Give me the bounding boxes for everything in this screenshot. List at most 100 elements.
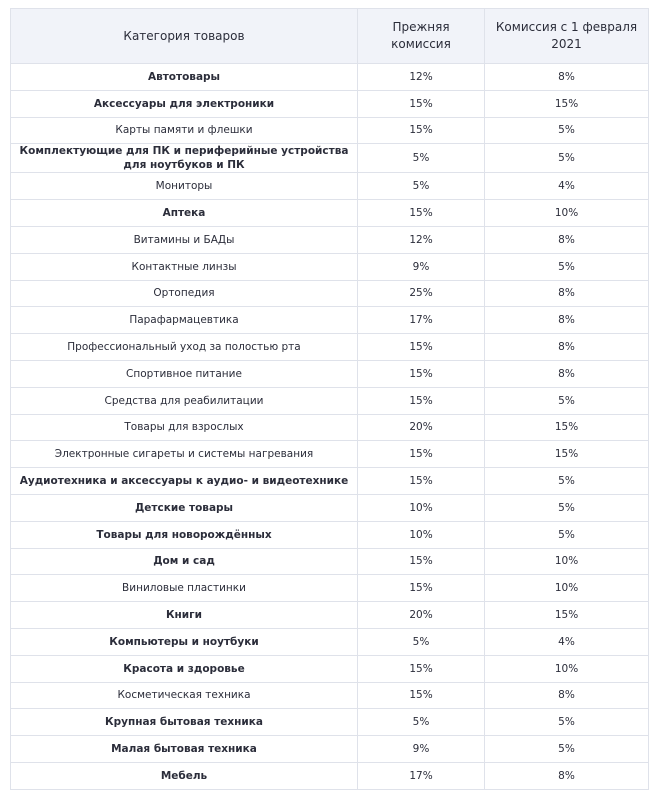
old-commission-cell: 15%	[357, 359, 485, 388]
category-cell: Электронные сигареты и системы нагревани…	[10, 440, 358, 469]
table-row: Автотовары 12% 8%	[10, 63, 649, 91]
old-commission-cell: 5%	[357, 708, 485, 737]
new-commission-cell: 4%	[484, 172, 649, 201]
old-commission-cell: 15%	[357, 654, 485, 683]
old-commission-cell: 15%	[357, 386, 485, 415]
table-body: Автотовары 12% 8% Аксессуары для электроник…	[10, 63, 649, 790]
new-commission-cell: 8%	[484, 279, 649, 308]
new-commission-cell: 10%	[484, 199, 649, 227]
table-row: Средства для реабилитации 15% 5%	[10, 386, 649, 415]
category-cell: Книги	[10, 601, 358, 629]
old-commission-cell: 5%	[357, 143, 485, 174]
old-commission-cell: 25%	[357, 279, 485, 308]
table-row: Парафармацевтика 17% 8%	[10, 306, 649, 335]
old-commission-cell: 15%	[357, 467, 485, 495]
new-commission-cell: 10%	[484, 547, 649, 576]
old-commission-cell: 15%	[357, 681, 485, 710]
table-row: Ортопедия 25% 8%	[10, 279, 649, 308]
category-cell: Товары для взрослых	[10, 413, 358, 442]
table-row: Спортивное питание 15% 8%	[10, 359, 649, 388]
table-row: Аксессуары для электроники 15% 15%	[10, 89, 649, 118]
old-commission-cell: 17%	[357, 306, 485, 335]
new-commission-cell: 15%	[484, 89, 649, 118]
table-row: Детские товары 10% 5%	[10, 493, 649, 522]
table-row: Малая бытовая техника 9% 5%	[10, 735, 649, 763]
category-cell: Аптека	[10, 199, 358, 227]
old-commission-cell: 9%	[357, 735, 485, 763]
commission-table: Категория товаров Прежняя комиссия Комис…	[10, 8, 649, 790]
table-row: Профессиональный уход за полостью рта 15%…	[10, 333, 649, 361]
new-commission-cell: 8%	[484, 306, 649, 335]
old-commission-cell: 20%	[357, 601, 485, 629]
category-cell: Комплектующие для ПК и периферийные устр…	[10, 143, 358, 174]
category-cell: Дом и сад	[10, 547, 358, 576]
new-commission-cell: 5%	[484, 386, 649, 415]
table-row: Косметическая техника 15% 8%	[10, 681, 649, 710]
old-commission-cell: 15%	[357, 547, 485, 576]
old-commission-cell: 10%	[357, 493, 485, 522]
new-commission-cell: 5%	[484, 143, 649, 174]
table-row: Крупная бытовая техника 5% 5%	[10, 708, 649, 737]
new-commission-cell: 8%	[484, 359, 649, 388]
new-commission-cell: 8%	[484, 333, 649, 361]
old-commission-cell: 12%	[357, 63, 485, 91]
table-row: Витамины и БАДы 12% 8%	[10, 225, 649, 254]
new-commission-cell: 5%	[484, 493, 649, 522]
category-cell: Спортивное питание	[10, 359, 358, 388]
new-commission-cell: 8%	[484, 761, 649, 790]
table-head: Категория товаров Прежняя комиссия Комис…	[10, 8, 649, 64]
old-commission-cell: 12%	[357, 225, 485, 254]
category-cell: Детские товары	[10, 493, 358, 522]
table-row: Контактные линзы 9% 5%	[10, 252, 649, 281]
category-cell: Товары для новорождённых	[10, 520, 358, 549]
old-commission-cell: 20%	[357, 413, 485, 442]
new-commission-cell: 8%	[484, 63, 649, 91]
category-cell: Карты памяти и флешки	[10, 116, 358, 145]
old-commission-cell: 15%	[357, 89, 485, 118]
table-row: Электронные сигареты и системы нагревани…	[10, 440, 649, 469]
table-row: Аптека 15% 10%	[10, 199, 649, 227]
category-cell: Ортопедия	[10, 279, 358, 308]
category-cell: Красота и здоровье	[10, 654, 358, 683]
new-commission-cell: 5%	[484, 116, 649, 145]
new-commission-cell: 5%	[484, 735, 649, 763]
table-row: Товары для новорождённых 10% 5%	[10, 520, 649, 549]
header-cell: Прежняя комиссия	[357, 8, 485, 64]
table-row: Мониторы 5% 4%	[10, 172, 649, 201]
category-cell: Мониторы	[10, 172, 358, 201]
header-row: Категория товаров Прежняя комиссия Комис…	[10, 8, 649, 64]
new-commission-cell: 5%	[484, 708, 649, 737]
category-cell: Косметическая техника	[10, 681, 358, 710]
old-commission-cell: 5%	[357, 627, 485, 656]
header-cell: Категория товаров	[10, 8, 358, 64]
table-row: Карты памяти и флешки 15% 5%	[10, 116, 649, 145]
header-cell: Комиссия с 1 февраля 2021	[484, 8, 649, 64]
new-commission-cell: 5%	[484, 467, 649, 495]
new-commission-cell: 8%	[484, 225, 649, 254]
category-cell: Малая бытовая техника	[10, 735, 358, 763]
old-commission-cell: 15%	[357, 333, 485, 361]
new-commission-cell: 15%	[484, 413, 649, 442]
new-commission-cell: 15%	[484, 601, 649, 629]
category-cell: Парафармацевтика	[10, 306, 358, 335]
category-cell: Виниловые пластинки	[10, 574, 358, 603]
category-cell: Контактные линзы	[10, 252, 358, 281]
table-row: Компьютеры и ноутбуки 5% 4%	[10, 627, 649, 656]
table-row: Мебель 17% 8%	[10, 761, 649, 790]
category-cell: Средства для реабилитации	[10, 386, 358, 415]
category-cell: Компьютеры и ноутбуки	[10, 627, 358, 656]
old-commission-cell: 15%	[357, 440, 485, 469]
category-cell: Аудиотехника и аксессуары к аудио- и вид…	[10, 467, 358, 495]
category-cell: Автотовары	[10, 63, 358, 91]
category-cell: Крупная бытовая техника	[10, 708, 358, 737]
table-row: Аудиотехника и аксессуары к аудио- и вид…	[10, 467, 649, 495]
table-row: Комплектующие для ПК и периферийные устр…	[10, 143, 649, 174]
new-commission-cell: 15%	[484, 440, 649, 469]
new-commission-cell: 4%	[484, 627, 649, 656]
category-cell: Аксессуары для электроники	[10, 89, 358, 118]
new-commission-cell: 5%	[484, 252, 649, 281]
category-cell: Профессиональный уход за полостью рта	[10, 333, 358, 361]
old-commission-cell: 15%	[357, 199, 485, 227]
new-commission-cell: 8%	[484, 681, 649, 710]
old-commission-cell: 15%	[357, 116, 485, 145]
